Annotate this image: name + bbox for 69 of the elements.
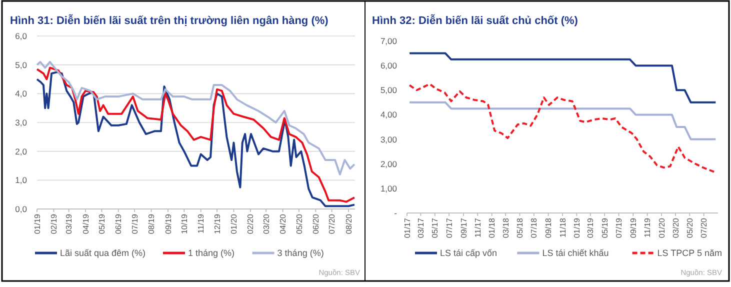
- x-tick-label: 11/18: [558, 217, 568, 238]
- x-tick-label: 09/19: [164, 213, 173, 234]
- x-tick-label: 01/17: [402, 217, 412, 238]
- x-tick-label: 08/19: [147, 213, 156, 234]
- x-tick-label: 01/19: [32, 213, 42, 234]
- x-tick-label: 10/19: [180, 213, 189, 234]
- x-tick-label: 08/20: [344, 213, 354, 234]
- legend-label: 3 tháng (%): [277, 248, 324, 258]
- x-tick-label: 05/17: [430, 217, 440, 238]
- chart-title: Hình 32: Diễn biến lãi suất chủ chốt (%): [372, 14, 578, 27]
- x-tick-label: 12/19: [212, 213, 222, 234]
- line-series: [408, 52, 717, 104]
- x-tick-label: 04/19: [81, 213, 90, 234]
- x-tick-label: 06/19: [114, 213, 124, 234]
- line-series: [36, 60, 356, 176]
- x-tick-label: 05/18: [516, 217, 525, 238]
- x-tick-label: 11/19: [196, 213, 206, 234]
- line-series: [408, 83, 717, 174]
- x-tick-label: 03/17: [416, 217, 426, 238]
- line-series: [408, 101, 717, 140]
- x-tick-label: 03/19: [64, 213, 74, 234]
- y-tick-label: 5,0: [15, 60, 28, 70]
- x-tick-label: 05/20: [685, 217, 694, 238]
- y-tick-label: 0,0: [15, 204, 28, 214]
- y-tick-label: 6,0: [15, 30, 28, 41]
- y-tick-label: 2,0: [15, 146, 28, 156]
- x-tick-label: 03/19: [586, 217, 596, 238]
- legend-label: 1 tháng (%): [188, 248, 235, 258]
- x-tick-label: 07/17: [444, 217, 454, 238]
- y-tick-label: 1,00: [380, 183, 398, 194]
- x-tick-label: 07/20: [328, 213, 337, 234]
- x-tick-label: 04/20: [278, 213, 288, 234]
- y-tick-label: 6,00: [380, 60, 398, 71]
- x-tick-label: 03/20: [671, 217, 680, 238]
- x-tick-label: 02/19: [50, 213, 59, 234]
- y-tick-label: 3,0: [15, 117, 28, 128]
- y-tick-label: -: [394, 208, 398, 218]
- x-tick-label: 05/19: [97, 213, 106, 234]
- chart-title: Hình 31: Diễn biến lãi suất trên thị trường liên ngân hàng (%): [10, 14, 329, 27]
- x-tick-label: 02/20: [246, 213, 256, 234]
- x-tick-label: 07/19: [614, 217, 624, 238]
- x-tick-label: 01/20: [657, 217, 666, 238]
- legend-label: LS tái cấp vốn: [440, 248, 498, 258]
- y-tick-label: 4,0: [15, 88, 28, 99]
- x-tick-label: 01/19: [572, 217, 582, 238]
- x-tick-label: 11/17: [473, 217, 482, 238]
- legend-label: LS TPCP 5 năm: [657, 248, 722, 258]
- x-tick-label: 05/20: [294, 213, 304, 234]
- legend-label: Lãi suất qua đêm (%): [60, 248, 146, 258]
- x-tick-label: 05/19: [600, 217, 610, 238]
- x-tick-label: 03/18: [501, 217, 510, 238]
- x-tick-label: 09/17: [459, 217, 468, 238]
- x-tick-label: 07/20: [700, 217, 709, 238]
- x-tick-label: 09/18: [544, 217, 554, 238]
- y-tick-label: 4,00: [380, 110, 398, 120]
- x-tick-label: 06/20: [311, 213, 320, 234]
- y-tick-label: 1,0: [15, 175, 28, 186]
- y-tick-label: 5,00: [380, 85, 398, 96]
- x-tick-label: 01/18: [488, 217, 497, 238]
- x-tick-label: 07/18: [530, 217, 539, 238]
- x-tick-label: 11/19: [643, 217, 652, 238]
- x-tick-label: 01/20: [230, 213, 239, 234]
- x-tick-label: 03/20: [262, 213, 271, 234]
- x-tick-label: 07/19: [130, 213, 140, 234]
- y-tick-label: 3,00: [380, 134, 398, 144]
- y-tick-label: 2,00: [380, 158, 398, 169]
- y-tick-label: 7,00: [380, 36, 398, 46]
- x-tick-label: 09/19: [628, 217, 638, 238]
- legend-label: LS tái chiết khấu: [542, 248, 609, 258]
